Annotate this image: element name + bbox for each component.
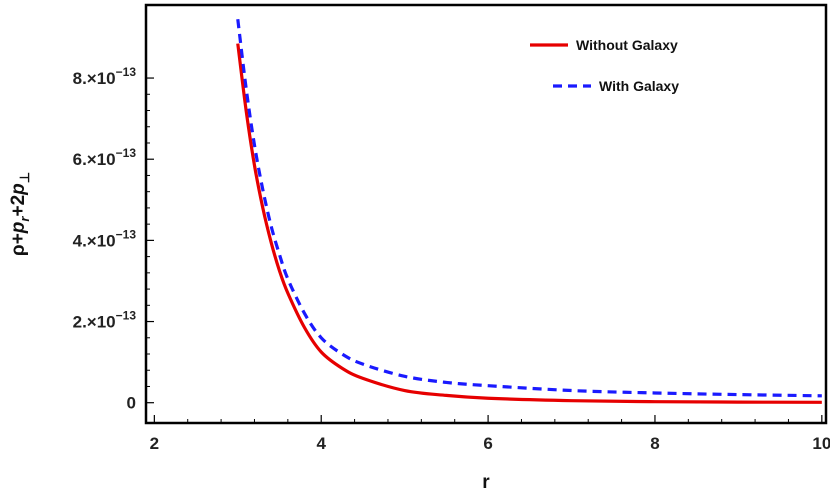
legend-label: With Galaxy (599, 78, 679, 94)
y-tick-label: 4.×10−13 (73, 227, 137, 250)
x-tick-label: 4 (316, 434, 326, 453)
legend-label: Without Galaxy (576, 37, 678, 53)
x-tick-label: 8 (650, 434, 659, 453)
x-axis-ticks: 2 4 6 8 10 (150, 415, 830, 453)
y-tick-label: 2.×10−13 (73, 309, 137, 332)
x-tick-label: 2 (150, 434, 159, 453)
x-tick-label: 6 (483, 434, 492, 453)
plot-frame (144, 3, 828, 425)
legend: Without Galaxy With Galaxy (530, 37, 679, 94)
y-axis-title: ρ+pr+2p⊥ (8, 172, 32, 256)
y-tick-label: 8.×10−13 (73, 65, 137, 88)
y-tick-label: 0 (127, 394, 136, 413)
series-layer (236, 19, 822, 404)
without-galaxy-line (236, 43, 822, 404)
with-galaxy-line (236, 19, 822, 398)
y-tick-label: 6.×10−13 (73, 146, 137, 169)
y-axis-ticks: 0 2.×10−13 4.×10−13 6.×10−13 8.×10−13 (73, 65, 154, 413)
x-tick-label: 10 (812, 434, 830, 453)
x-axis-title: r (482, 472, 490, 493)
